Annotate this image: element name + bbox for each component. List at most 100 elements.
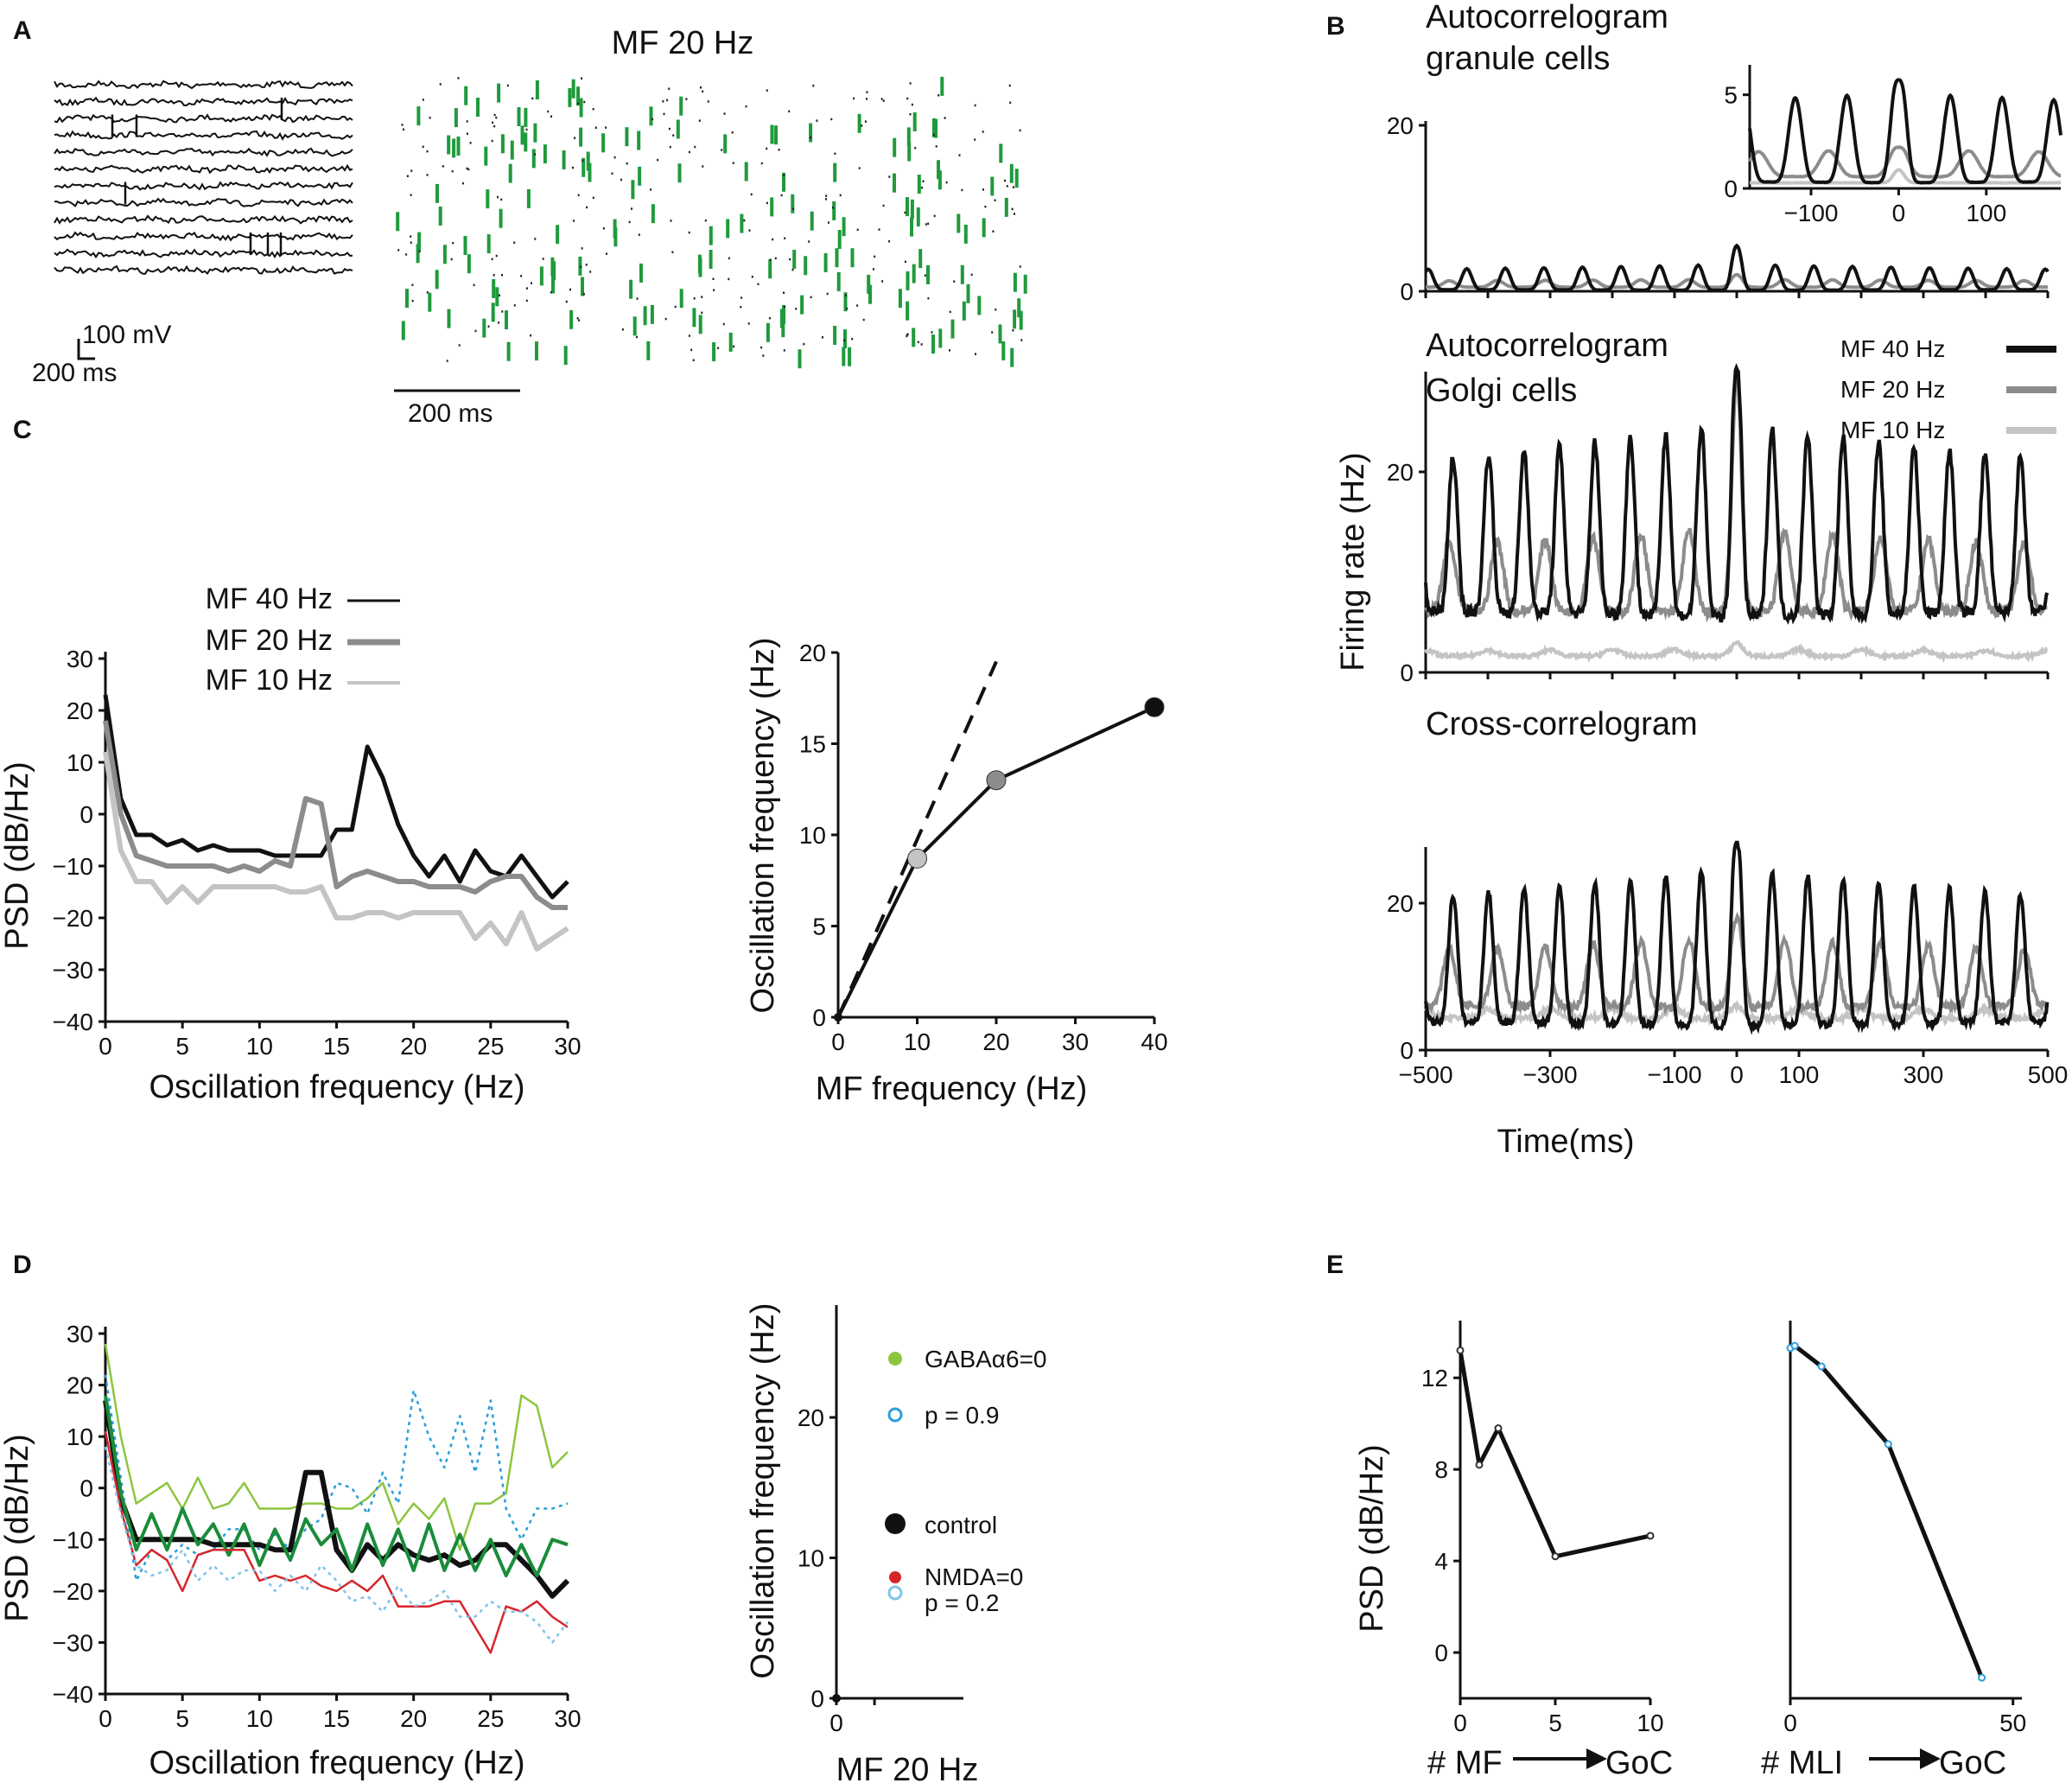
d1-y-tick-label: −30 bbox=[53, 1629, 94, 1656]
b3-title: Cross-correlogram bbox=[1426, 706, 1698, 742]
granule-spike-dot bbox=[530, 334, 532, 337]
granule-spike-dot bbox=[825, 194, 828, 197]
granule-spike-dot bbox=[692, 359, 695, 361]
d1-xlabel: Oscillation frequency (Hz) bbox=[149, 1745, 524, 1781]
granule-spike-dot bbox=[422, 145, 424, 149]
e1-data-point bbox=[1551, 1552, 1560, 1561]
granule-spike-dot bbox=[881, 280, 884, 283]
granule-spike-dot bbox=[780, 194, 783, 197]
granule-spike-dot bbox=[418, 250, 421, 253]
d2-y-tick-label: 20 bbox=[798, 1404, 824, 1431]
granule-spike-dot bbox=[493, 113, 496, 117]
e1-x-tick-label: 10 bbox=[1637, 1710, 1663, 1736]
granule-spike-dot bbox=[864, 120, 867, 123]
granule-autocorrelogram-inset: −100 0 100 0 5 bbox=[1724, 65, 2062, 226]
granule-spike-dot bbox=[501, 274, 503, 277]
d1-series-nmda-0-dark-green bbox=[104, 1395, 569, 1577]
granule-spike-dot bbox=[592, 196, 594, 200]
panel-e: 0 5 10 0 4 8 12 0 50 PSD (dB/Hz) # MF GoC # MLI… bbox=[1354, 1321, 2026, 1781]
granule-spike-dot bbox=[880, 98, 883, 100]
granule-spike-dot bbox=[452, 242, 454, 245]
e2-xlabel-arrow bbox=[1869, 1748, 1941, 1769]
granule-spike-dot bbox=[825, 198, 827, 201]
granule-spike-dot bbox=[446, 360, 448, 362]
trace-scale-bar bbox=[77, 339, 95, 360]
e1-xlabel-arrow bbox=[1513, 1748, 1607, 1769]
c2-series-line bbox=[836, 705, 1155, 1018]
legend-p09-label: p = 0.9 bbox=[925, 1402, 999, 1429]
granule-spike-dot bbox=[411, 283, 414, 286]
c1-x-tick-label: 20 bbox=[400, 1033, 427, 1060]
e1-data-point bbox=[1475, 1461, 1484, 1469]
granule-spike-dot bbox=[949, 349, 950, 352]
cross-correlogram: −500 −300 −100 0 100 300 500 0 20 bbox=[1387, 840, 2068, 1088]
c1-x-tick-label: 30 bbox=[554, 1033, 581, 1060]
granule-spike-dot bbox=[783, 305, 785, 309]
c1-legend-mf10-label: MF 10 Hz bbox=[206, 664, 333, 697]
legend-p02-label: p = 0.2 bbox=[925, 1589, 999, 1616]
granule-spike-dot bbox=[757, 283, 760, 285]
e1-data-point bbox=[1456, 1346, 1465, 1354]
granule-spike-dot bbox=[429, 117, 431, 119]
granule-spike-dot bbox=[740, 296, 743, 299]
c2-ylabel: Oscillation frequency (Hz) bbox=[745, 637, 781, 1013]
membrane-traces bbox=[54, 80, 353, 276]
granule-spike-dot bbox=[410, 235, 412, 238]
granule-spike-dot bbox=[795, 308, 798, 310]
granule-spike-dot bbox=[740, 306, 742, 309]
c1-y-tick-label: 0 bbox=[79, 801, 93, 828]
granule-spike-dot bbox=[1020, 339, 1023, 341]
c2-x-tick-label: 40 bbox=[1141, 1028, 1167, 1055]
granule-spike-dot bbox=[723, 112, 726, 115]
granule-spike-dot bbox=[577, 102, 580, 105]
granule-spike-dot bbox=[760, 346, 763, 349]
granule-spike-dot bbox=[410, 169, 413, 172]
inset-y-tick-label: 0 bbox=[1724, 175, 1738, 202]
d1-x-tick-label: 25 bbox=[477, 1705, 504, 1732]
granule-spike-dot bbox=[728, 257, 730, 260]
granule-spike-dot bbox=[975, 353, 976, 355]
b3-x-tick-label: 300 bbox=[1904, 1061, 1944, 1088]
c1-y-tick-label: 10 bbox=[67, 749, 93, 776]
b1-series-mf-20-hz bbox=[1425, 272, 2049, 290]
panel-letter-b: B bbox=[1326, 12, 1345, 41]
granule-spike-dot bbox=[674, 305, 677, 309]
membrane-trace bbox=[54, 96, 353, 106]
b2-title-line2: Golgi cells bbox=[1426, 373, 1577, 409]
oscillation-vs-mf-chart: 0 10 20 30 40 0 5 10 15 20 bbox=[799, 640, 1168, 1055]
granule-spike-dot bbox=[688, 231, 690, 234]
granule-spike-dot bbox=[666, 99, 669, 102]
granule-spike-dot bbox=[728, 277, 730, 281]
granule-spike-dot bbox=[1019, 129, 1021, 132]
granule-spike-dot bbox=[613, 156, 616, 159]
granule-spike-dot bbox=[439, 83, 442, 86]
granule-spike-dot bbox=[839, 194, 842, 197]
granule-spike-dot bbox=[664, 317, 667, 321]
granule-spike-dot bbox=[700, 86, 702, 89]
granule-spike-dot bbox=[991, 331, 994, 334]
granule-spike-dot bbox=[874, 255, 876, 258]
granule-spike-dot bbox=[927, 222, 930, 226]
granule-spike-dot bbox=[688, 334, 690, 337]
granule-spike-dot bbox=[717, 347, 720, 349]
granule-spike-dot bbox=[949, 310, 951, 314]
e2-xlabel-right: GoC bbox=[1939, 1745, 2006, 1781]
b2-legend-mf10-label: MF 10 Hz bbox=[1840, 417, 1945, 443]
inset-series-mf-10-hz bbox=[1749, 168, 2061, 185]
raster-scale-time-label: 200 ms bbox=[408, 399, 493, 428]
membrane-trace bbox=[54, 147, 353, 157]
granule-spike-dot bbox=[961, 188, 963, 192]
granule-spike-dot bbox=[984, 205, 987, 208]
panel-a-title: MF 20 Hz bbox=[612, 25, 754, 61]
granule-spike-dot bbox=[657, 158, 659, 162]
b2-legend: MF 40 Hz MF 20 Hz MF 10 Hz bbox=[1840, 335, 2056, 443]
granule-spike-dot bbox=[778, 149, 780, 151]
d2-xlabel: MF 20 Hz bbox=[836, 1752, 979, 1783]
granule-spike-dot bbox=[636, 297, 639, 300]
granule-spike-dot bbox=[826, 292, 829, 296]
c1-series-mf-20-hz bbox=[103, 720, 568, 910]
granule-spike-dot bbox=[606, 252, 607, 255]
c2-y-tick-label: 10 bbox=[799, 822, 826, 849]
granule-spike-dot bbox=[933, 214, 936, 218]
granule-spike-dot bbox=[669, 145, 671, 149]
